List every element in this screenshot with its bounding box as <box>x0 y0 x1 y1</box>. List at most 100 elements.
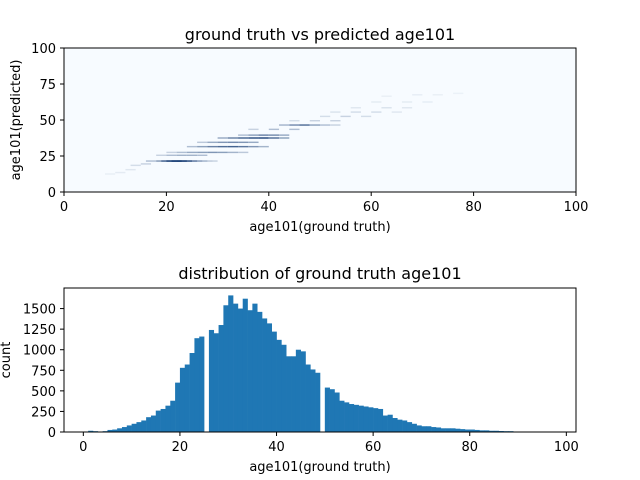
heatmap-cell <box>176 151 187 154</box>
heatmap-cell <box>350 111 361 113</box>
histogram-bar <box>136 422 142 432</box>
histogram-bar <box>373 408 379 432</box>
heatmap-cell <box>227 151 239 154</box>
histogram-bar <box>402 420 408 432</box>
heatmap-cell <box>197 151 208 154</box>
heatmap-cell <box>186 154 198 156</box>
heatmap-cell <box>432 94 443 96</box>
histogram-y-tick-label: 500 <box>31 385 56 400</box>
histogram-bar <box>165 405 171 432</box>
heatmap-cell <box>176 154 187 156</box>
histogram-bar <box>329 389 335 432</box>
histogram-frame <box>63 287 577 433</box>
histogram-bar <box>218 325 224 432</box>
histogram-bar <box>363 406 369 432</box>
heatmap-cell <box>217 151 228 154</box>
heatmap-x-tick-label: 40 <box>261 200 278 215</box>
heatmap-cell <box>268 137 280 139</box>
heatmap-cell <box>371 111 382 113</box>
heatmap-cell <box>412 94 423 96</box>
heatmap-cell <box>197 145 208 148</box>
histogram-bar <box>469 429 475 432</box>
heatmap-cell <box>145 160 157 162</box>
histogram-bar <box>339 400 345 432</box>
heatmap-cell <box>248 141 259 144</box>
heatmap-cell <box>248 128 259 131</box>
histogram-bar <box>271 331 277 432</box>
heatmap-cell <box>258 145 269 148</box>
histogram-bar <box>358 405 364 432</box>
histogram-bar <box>348 404 355 432</box>
heatmap-y-tick-label: 25 <box>39 150 56 165</box>
histogram-bar <box>416 425 422 432</box>
histogram-bar <box>479 430 485 432</box>
heatmap-cell <box>309 120 320 122</box>
histogram-bar <box>431 427 437 432</box>
histogram-y-tick-label: 0 <box>48 426 56 441</box>
heatmap-cell <box>279 137 290 139</box>
heatmap-cell <box>248 134 259 136</box>
histogram-x-tick-label: 100 <box>554 440 579 455</box>
heatmap-cell <box>279 124 290 126</box>
heatmap-y-tick-label: 75 <box>39 78 56 93</box>
histogram-bar <box>175 382 181 432</box>
histogram-x-axis-label: age101(ground truth) <box>249 460 390 475</box>
histogram-bar <box>440 428 446 432</box>
heatmap-cell <box>238 134 249 136</box>
histogram-bar <box>291 356 297 432</box>
histogram-y-tick-label: 250 <box>31 405 56 420</box>
histogram-bar <box>242 298 248 432</box>
histogram-bar <box>305 364 311 432</box>
heatmap-cell <box>227 145 239 148</box>
histogram-bar <box>88 430 94 432</box>
heatmap-cell <box>330 111 341 113</box>
histogram-bar <box>262 318 268 432</box>
histogram-bar <box>435 427 442 432</box>
histogram-bar <box>150 415 157 432</box>
histogram-x-tick-label: 60 <box>365 440 382 455</box>
histogram-bar <box>377 408 384 432</box>
heatmap-cell <box>299 124 310 126</box>
heatmap-cell <box>360 115 372 118</box>
heatmap-cell <box>258 137 269 139</box>
histogram-bar <box>324 387 330 432</box>
heatmap-cell <box>268 134 280 136</box>
histogram-x-axis: 0 20 40 60 80 100 <box>79 432 579 455</box>
heatmap-panel: ground truth vs predicted age101 0 20 40 60… <box>9 25 588 235</box>
histogram-x-tick-label: 0 <box>79 440 87 455</box>
heatmap-cell <box>166 154 177 156</box>
histogram-y-tick-label: 1250 <box>23 323 56 338</box>
heatmap-cell <box>207 160 218 162</box>
heatmap-cell <box>217 145 228 148</box>
histogram-bar <box>334 392 340 432</box>
heatmap-cell <box>248 145 259 148</box>
histogram-bar <box>194 338 200 432</box>
heatmap-cell <box>207 145 218 148</box>
heatmap-x-tick-label: 20 <box>158 200 175 215</box>
heatmap-cell <box>166 160 177 162</box>
heatmap-cell <box>207 141 218 144</box>
heatmap-y-tick-label: 100 <box>31 42 56 57</box>
heatmap-cell <box>279 134 290 136</box>
histogram-bar <box>286 356 292 432</box>
histogram-bar <box>257 311 263 432</box>
heatmap-cell <box>238 141 249 144</box>
heatmap-cell <box>217 141 228 144</box>
heatmap-cell <box>248 137 259 139</box>
histogram-x-tick-label: 40 <box>268 440 285 455</box>
heatmap-cell <box>391 111 402 113</box>
histogram-bar <box>489 430 495 432</box>
histogram-bar <box>397 419 403 432</box>
heatmap-cell <box>140 163 152 165</box>
histogram-bar <box>426 426 432 432</box>
heatmap-y-axis-label: age101(predicted) <box>9 60 24 181</box>
histogram-bar <box>141 420 147 432</box>
histogram-bar <box>228 295 234 432</box>
heatmap-cell <box>371 101 382 103</box>
histogram-x-tick-label: 20 <box>172 440 189 455</box>
histogram-bar <box>208 329 215 432</box>
histogram-bar <box>382 415 388 432</box>
histogram-y-axis-label: count <box>0 342 14 379</box>
heatmap-cell <box>268 128 280 131</box>
